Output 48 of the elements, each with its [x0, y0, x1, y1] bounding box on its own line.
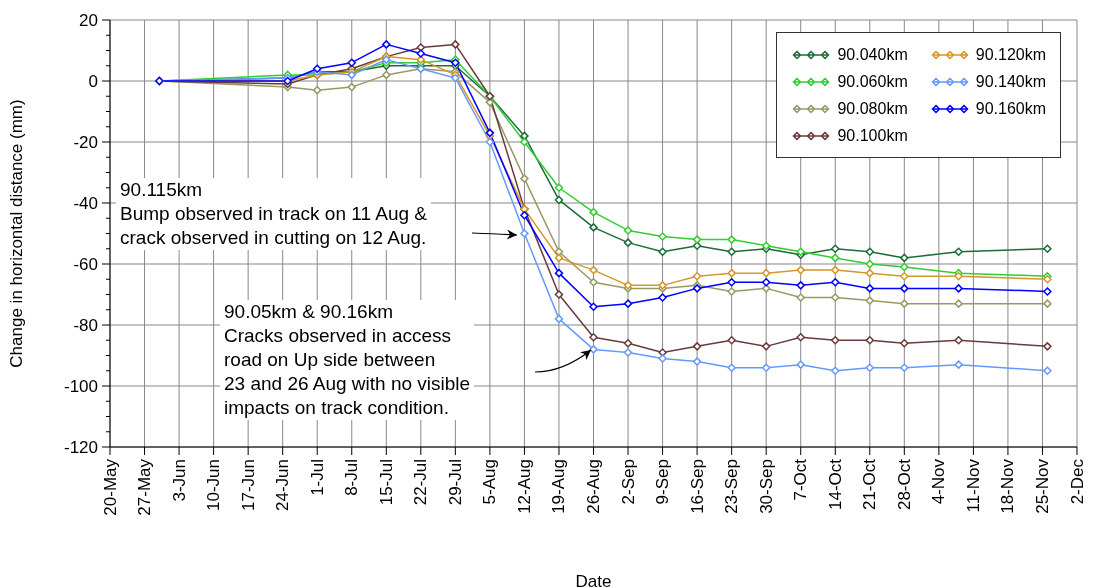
x-tick-label: 25-Nov — [1032, 458, 1052, 514]
x-tick-label: 22-Jul — [411, 459, 431, 506]
x-tick-label: 21-Oct — [860, 458, 880, 511]
y-tick-label: -120 — [63, 437, 98, 457]
x-tick-label: 4-Nov — [929, 458, 949, 505]
x-tick-label: 18-Nov — [998, 458, 1018, 514]
y-tick-label: -80 — [73, 315, 98, 335]
y-tick-label: -60 — [73, 254, 98, 274]
x-tick-label: 23-Sep — [722, 459, 742, 514]
legend-label: 90.120km — [975, 45, 1046, 64]
x-tick-label: 19-Aug — [549, 459, 569, 514]
x-tick-label: 15-Jul — [376, 459, 396, 506]
x-tick-label: 26-Aug — [584, 459, 603, 514]
x-tick-label: 9-Sep — [653, 459, 673, 505]
legend-label: 90.140km — [975, 72, 1046, 91]
x-tick-label: 5-Aug — [480, 459, 500, 505]
x-tick-label: 1-Jul — [307, 459, 327, 496]
x-tick-label: 24-Jun — [273, 459, 293, 511]
x-tick-label: 29-Jul — [445, 459, 465, 506]
x-tick-label: 7-Oct — [791, 458, 811, 501]
legend-label: 90.100km — [837, 126, 908, 145]
y-tick-label: -40 — [73, 193, 98, 213]
legend-label: 90.080km — [837, 99, 908, 118]
x-tick-label: 16-Sep — [687, 459, 707, 514]
x-tick-label: 14-Oct — [825, 458, 845, 511]
annotation: 90.115km Bump observed in track on 11 Aug & crack observed in cutting on 12 Aug. — [116, 178, 431, 250]
x-axis-title: Date — [575, 572, 612, 587]
x-tick-label: 3-Jun — [169, 459, 189, 502]
y-tick-label: 0 — [88, 71, 98, 91]
x-tick-label: 20-May — [100, 458, 120, 516]
x-tick-label: 28-Oct — [894, 458, 914, 511]
legend-label: 90.160km — [975, 99, 1046, 118]
y-axis-title: Change in horizontal distance (mm) — [7, 99, 27, 368]
x-tick-label: 10-Jun — [204, 459, 224, 511]
x-tick-label: 2-Dec — [1067, 458, 1087, 505]
x-tick-label: 8-Jul — [342, 459, 362, 496]
x-tick-label: 17-Jun — [238, 459, 258, 511]
x-tick-label: 11-Nov — [963, 458, 983, 513]
y-tick-label: -100 — [63, 376, 98, 396]
x-tick-label: 27-May — [135, 458, 155, 516]
y-tick-label: 20 — [79, 10, 98, 30]
y-tick-label: -20 — [73, 132, 98, 152]
x-tick-label: 12-Aug — [514, 459, 534, 514]
legend-label: 90.040km — [837, 45, 908, 64]
x-tick-label: 2-Sep — [618, 459, 638, 505]
x-tick-label: 30-Sep — [756, 459, 776, 514]
annotation: 90.05km & 90.16km Cracks observed in access road on Up side between 23 and 26 Aug with no visible impacts on track condition. — [220, 300, 475, 420]
legend-label: 90.060km — [837, 72, 908, 91]
